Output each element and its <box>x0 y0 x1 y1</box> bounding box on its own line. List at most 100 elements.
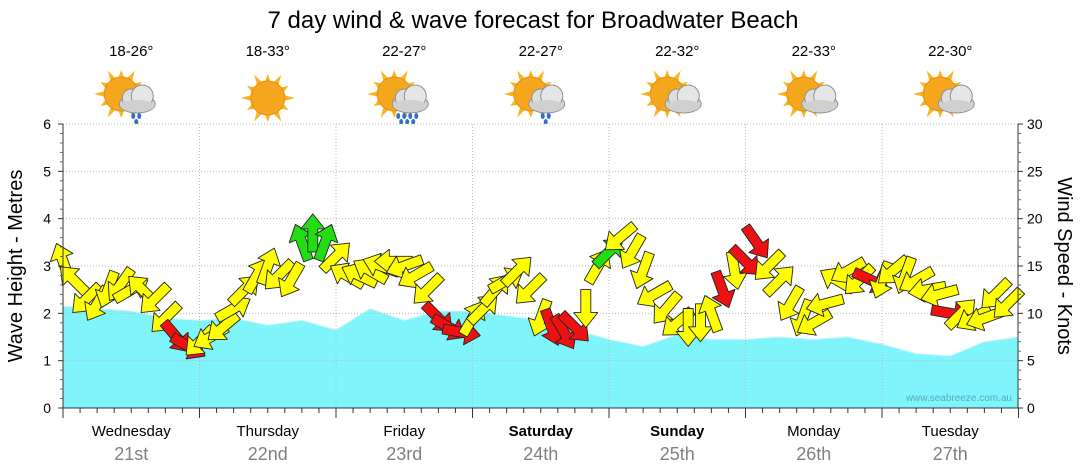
day-date-label: 27th <box>933 444 968 464</box>
wind-arrow <box>728 243 760 276</box>
left-tick-label: 6 <box>43 116 51 132</box>
right-tick-label: 0 <box>1027 400 1035 416</box>
day-name-label: Saturday <box>509 423 574 440</box>
sun-ray <box>800 110 807 118</box>
sun-ray <box>391 70 398 78</box>
sun-ray <box>640 91 652 97</box>
cloud <box>801 84 839 114</box>
cloud-puff <box>529 100 564 112</box>
sun-ray <box>776 91 788 97</box>
day-date-label: 25th <box>660 444 695 464</box>
wind-arrow <box>630 250 655 290</box>
temp-range-label: 22-33° <box>792 43 836 60</box>
wind-arrow <box>740 223 769 259</box>
cloud <box>528 84 566 114</box>
sun-ray <box>283 95 295 101</box>
temp-range-label: 22-32° <box>655 43 699 60</box>
sun-ray <box>664 110 671 118</box>
temp-range-label: 18-26° <box>109 43 153 60</box>
sun-ray <box>503 91 515 97</box>
cloud <box>664 84 702 114</box>
rain-drop <box>402 113 407 119</box>
day-date-label: 21st <box>114 444 148 464</box>
cloud-puff <box>939 100 974 112</box>
wind-arrow <box>754 248 787 280</box>
sun-ray <box>391 110 398 118</box>
right-tick-label: 25 <box>1027 163 1043 179</box>
wind-arrow <box>777 284 805 321</box>
rain-drop <box>396 113 401 119</box>
day-name-label: Friday <box>383 423 425 440</box>
sun-cloud-showers-icon <box>503 70 566 125</box>
sun-ray <box>94 91 106 97</box>
day-forecast-headers: 18-26° 18-33° 22-27° 22-27° 22-32° 22-33° 22-3… <box>94 43 975 125</box>
day-name-label: Monday <box>787 423 841 440</box>
wind-arrows <box>49 213 1026 360</box>
axes: 0 1 2 3 4 5 6 0 5 10 15 20 25 30 Wednesday 21st Thursday… <box>43 116 1043 464</box>
wind-arrow <box>993 286 1026 318</box>
right-tick-label: 15 <box>1027 258 1043 274</box>
sun-ray <box>664 70 671 78</box>
wind-arrow <box>413 272 445 304</box>
temp-range-label: 22-30° <box>928 43 972 60</box>
day-name-label: Tuesday <box>922 423 979 440</box>
wind-arrow <box>256 247 281 287</box>
left-tick-label: 0 <box>43 400 51 416</box>
sun-ray <box>367 91 379 97</box>
left-tick-label: 2 <box>43 305 51 321</box>
cloud <box>118 84 156 114</box>
cloud-puff <box>802 100 837 112</box>
sun-disc <box>250 80 286 116</box>
wind-arrow <box>805 292 845 317</box>
right-tick-label: 10 <box>1027 305 1043 321</box>
sun-ray <box>118 70 125 78</box>
wind-arrow <box>604 221 639 251</box>
sun-ray <box>913 91 925 97</box>
chart-title: 7 day wind & wave forecast for Broadwate… <box>268 7 799 34</box>
wind-arrow <box>698 294 724 334</box>
rain-drop <box>131 113 136 119</box>
sun-ray <box>264 74 271 82</box>
left-tick-label: 4 <box>43 211 51 227</box>
sun-ray <box>240 95 252 101</box>
temp-range-label: 22-27° <box>519 43 563 60</box>
sun-cloud-showers-icon <box>94 70 156 125</box>
cloud-puff <box>666 100 701 112</box>
day-date-label: 22nd <box>248 444 288 464</box>
sun-ray <box>937 70 944 78</box>
day-date-label: 24th <box>523 444 558 464</box>
left-tick-label: 1 <box>43 353 51 369</box>
temp-range-label: 22-27° <box>382 43 426 60</box>
wind-arrow <box>762 266 794 298</box>
rain-drop <box>546 113 551 119</box>
day-name-label: Thursday <box>236 423 299 440</box>
sun-ray <box>800 70 807 78</box>
left-tick-label: 3 <box>43 258 51 274</box>
wind-arrow <box>207 311 241 341</box>
right-tick-label: 30 <box>1027 116 1043 132</box>
sun-icon <box>240 74 295 122</box>
wind-arrow <box>318 242 350 274</box>
day-date-label: 26th <box>796 444 831 464</box>
sun-ray <box>527 110 534 118</box>
rain-drop <box>540 113 545 119</box>
day-name-label: Sunday <box>650 423 705 440</box>
sun-cloud-rain-icon <box>367 70 429 125</box>
wind-arrow <box>653 290 683 324</box>
sun-ray <box>264 114 271 122</box>
wind-arrow <box>313 223 339 263</box>
rain-drop <box>137 113 142 119</box>
day-name-label: Wednesday <box>92 423 171 440</box>
sun-cloud-icon <box>776 70 839 118</box>
right-axis-label: Wind Speed - Knots <box>1053 177 1075 355</box>
sun-cloud-icon <box>640 70 702 118</box>
sun-cloud-icon <box>913 70 975 118</box>
temp-range-label: 18-33° <box>246 43 290 60</box>
wind-arrow <box>710 269 736 309</box>
day-date-label: 23rd <box>386 444 422 464</box>
cloud-puff <box>120 100 155 112</box>
sun-ray <box>937 110 944 118</box>
wind-arrow <box>573 289 599 329</box>
cloud-puff <box>393 100 428 112</box>
